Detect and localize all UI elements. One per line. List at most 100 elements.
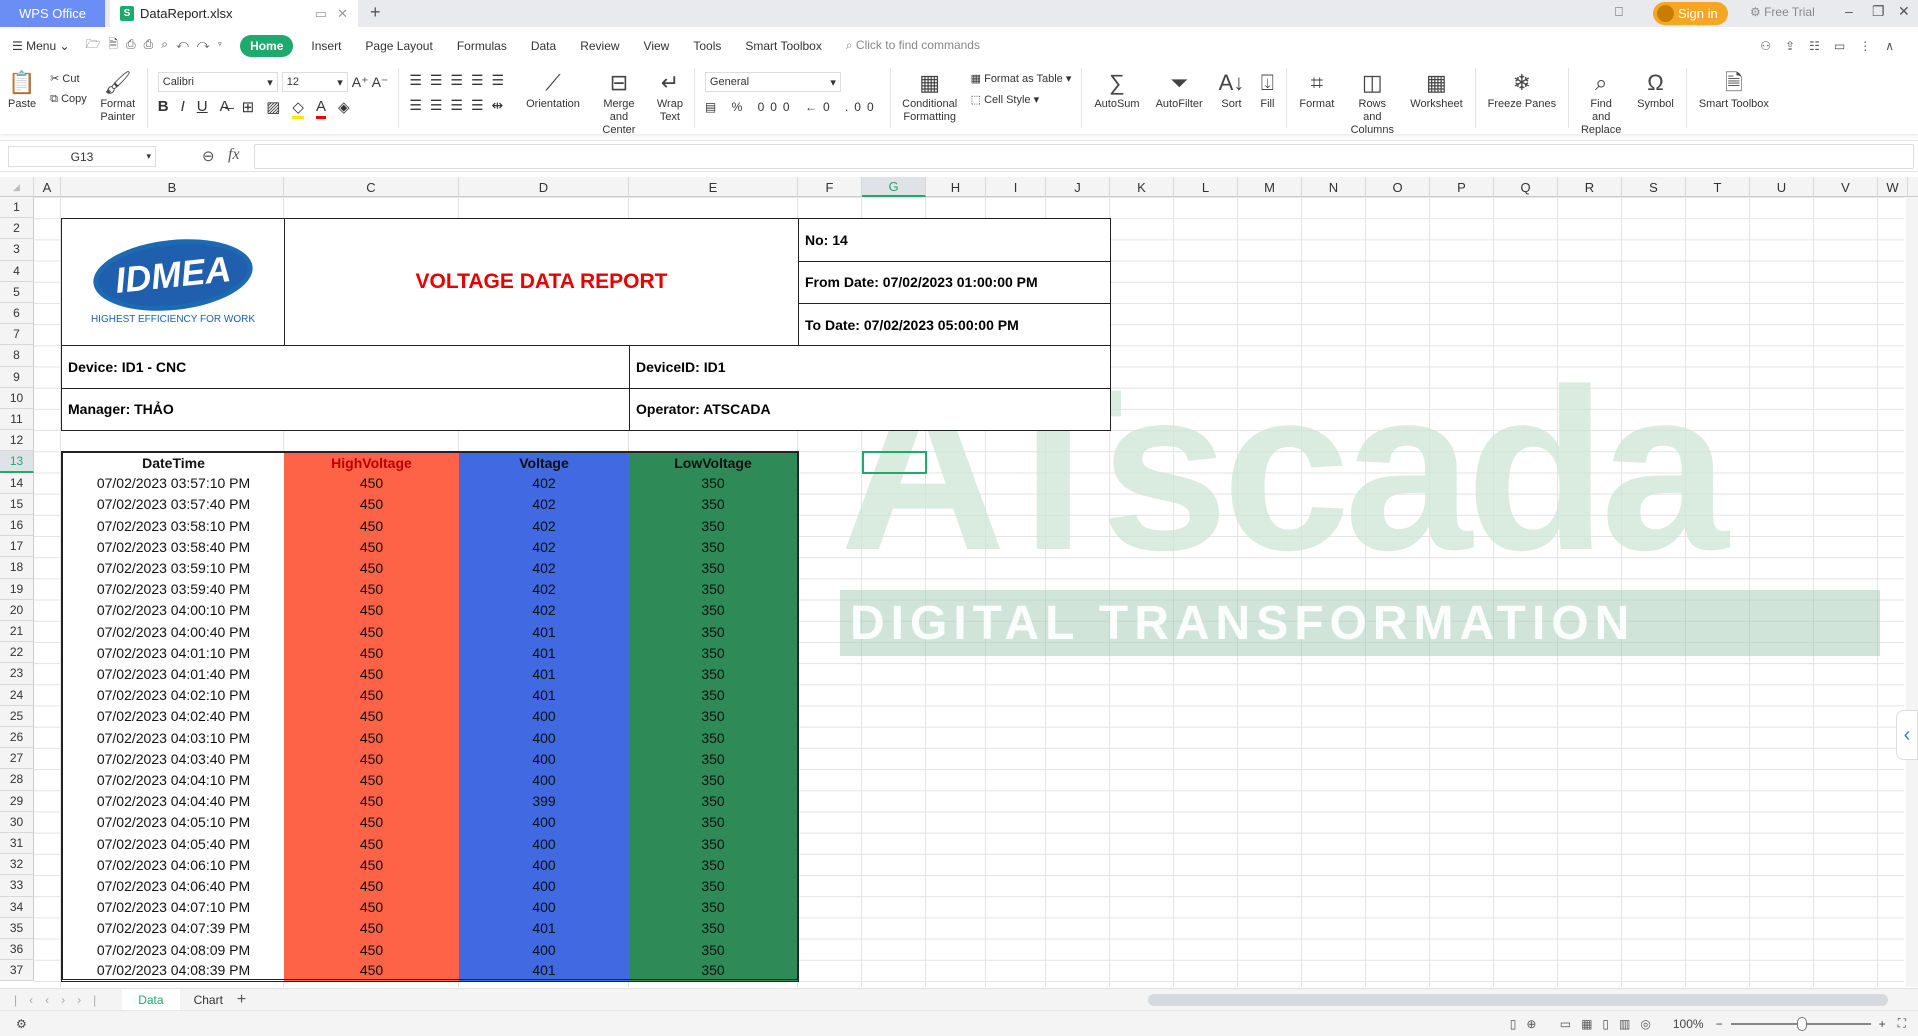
format-button[interactable]: ⌗ Format xyxy=(1299,70,1335,110)
column-header-F[interactable]: F xyxy=(798,177,862,197)
row-header-11[interactable]: 11 xyxy=(0,409,34,431)
sheet-tab-data[interactable]: Data xyxy=(122,988,180,1011)
orientation-button[interactable]: ⟋ Orientation xyxy=(526,70,580,110)
row-header-33[interactable]: 33 xyxy=(0,875,34,897)
worksheet-button[interactable]: ▦ Worksheet xyxy=(1410,70,1463,110)
row-header-16[interactable]: 16 xyxy=(0,515,34,537)
format-painter-button[interactable]: 🖌 Format Painter xyxy=(100,70,136,123)
row-header-6[interactable]: 6 xyxy=(0,303,34,325)
formula-input[interactable] xyxy=(254,144,1914,169)
row-header-25[interactable]: 25 xyxy=(0,705,34,727)
wps-office-tab[interactable]: WPS Office xyxy=(0,0,105,27)
row-header-34[interactable]: 34 xyxy=(0,896,34,918)
paste-button[interactable]: 📋 Paste xyxy=(8,70,37,110)
autofilter-button[interactable]: ⏷ AutoFilter xyxy=(1155,70,1203,110)
row-header-10[interactable]: 10 xyxy=(0,387,34,409)
row-header-23[interactable]: 23 xyxy=(0,663,34,685)
row-header-35[interactable]: 35 xyxy=(0,917,34,939)
column-header-M[interactable]: M xyxy=(1238,177,1302,197)
row-header-28[interactable]: 28 xyxy=(0,769,34,791)
freeze-panes-button[interactable]: ❄ Freeze Panes xyxy=(1487,70,1557,110)
zoom-slider-handle[interactable] xyxy=(1796,1016,1807,1031)
tab-home[interactable]: Home xyxy=(240,34,294,57)
column-header-P[interactable]: P xyxy=(1430,177,1494,197)
row-header-9[interactable]: 9 xyxy=(0,366,34,388)
format-as-table-button[interactable]: ▦ Format as Table ▾ xyxy=(970,73,1072,85)
font-size-increase-icon[interactable]: A⁺ A⁻ xyxy=(351,73,389,90)
rows-columns-button[interactable]: ◫ Rows and Columns xyxy=(1350,70,1394,136)
column-header-J[interactable]: J xyxy=(1046,177,1110,197)
new-tab-icon[interactable]: + xyxy=(370,2,381,22)
row-header-31[interactable]: 31 xyxy=(0,833,34,855)
row-header-18[interactable]: 18 xyxy=(0,557,34,579)
sheet-nav-arrows[interactable]: |‹‹››| xyxy=(14,992,109,1007)
symbol-button[interactable]: Ω Symbol xyxy=(1637,70,1674,110)
column-header-R[interactable]: R xyxy=(1558,177,1622,197)
menu-button[interactable]: ☰ Menu ⌄ xyxy=(12,38,70,53)
fx-icon[interactable]: fx xyxy=(228,146,240,163)
minimize-icon[interactable]: – xyxy=(1845,3,1853,19)
zoom-level[interactable]: 100% xyxy=(1672,1016,1704,1031)
row-header-21[interactable]: 21 xyxy=(0,621,34,643)
horizontal-scrollbar[interactable] xyxy=(1148,993,1888,1006)
column-header-D[interactable]: D xyxy=(459,177,629,197)
row-header-19[interactable]: 19 xyxy=(0,578,34,600)
alignment-buttons[interactable]: ☰☰☰☰☰ ☰☰☰☰⇹ xyxy=(409,72,513,113)
tab-tools[interactable]: Tools xyxy=(693,38,722,53)
column-header-S[interactable]: S xyxy=(1622,177,1686,197)
column-header-U[interactable]: U xyxy=(1750,177,1814,197)
side-panel-toggle[interactable]: ‹ xyxy=(1896,710,1918,760)
right-menu-icons[interactable]: ⚇⇪☷▭⋮∧ xyxy=(1760,38,1908,53)
row-header-4[interactable]: 4 xyxy=(0,260,34,282)
wrap-text-button[interactable]: ↵ Wrap Text xyxy=(656,70,683,123)
row-header-12[interactable]: 12 xyxy=(0,430,34,452)
macro-icon[interactable]: ⚙ xyxy=(16,1016,27,1031)
sort-button[interactable]: A↓ Sort xyxy=(1218,70,1245,110)
row-header-26[interactable]: 26 xyxy=(0,727,34,749)
close-tab-icon[interactable]: ✕ xyxy=(337,5,348,21)
number-format-select[interactable]: General ▾ xyxy=(704,72,841,92)
column-header-K[interactable]: K xyxy=(1110,177,1174,197)
row-header-32[interactable]: 32 xyxy=(0,854,34,876)
close-window-icon[interactable]: ✕ xyxy=(1898,3,1910,19)
row-header-36[interactable]: 36 xyxy=(0,939,34,961)
fill-button[interactable]: ⍗ Fill xyxy=(1260,70,1275,110)
window-layout-icon[interactable]: ⎕ xyxy=(1615,4,1623,19)
column-header-E[interactable]: E xyxy=(629,177,798,197)
cell-style-button[interactable]: ⬚ Cell Style ▾ xyxy=(970,94,1040,106)
row-header-5[interactable]: 5 xyxy=(0,281,34,303)
font-style-buttons[interactable]: B I U A̶ ⊞ ▨ ◇ A ◈ xyxy=(158,98,389,119)
command-search[interactable]: ⌕ Click to find commands xyxy=(845,38,980,52)
smart-toolbox-button[interactable]: 🗎 Smart Toolbox xyxy=(1698,70,1769,110)
fullscreen-icon[interactable]: ⛶ xyxy=(1897,1016,1906,1030)
row-header-20[interactable]: 20 xyxy=(0,599,34,621)
number-format-buttons[interactable]: ▤ % 000 ←0 .00 xyxy=(704,100,880,114)
tab-formulas[interactable]: Formulas xyxy=(456,38,507,53)
row-header-7[interactable]: 7 xyxy=(0,324,34,346)
sheet-tab-chart[interactable]: Chart xyxy=(193,992,223,1007)
row-header-14[interactable]: 14 xyxy=(0,472,34,494)
select-all-corner[interactable]: ◢ xyxy=(0,177,34,197)
file-tab[interactable]: S DataReport.xlsx ▭ ✕ xyxy=(110,0,358,27)
column-header-H[interactable]: H xyxy=(926,177,986,197)
row-header-3[interactable]: 3 xyxy=(0,239,34,261)
column-header-B[interactable]: B xyxy=(61,177,284,197)
tab-insert[interactable]: Insert xyxy=(311,38,342,53)
copy-button[interactable]: ⧉ Copy xyxy=(50,93,87,105)
zoom-formula-icon[interactable]: ⊖ xyxy=(202,148,215,165)
row-header-2[interactable]: 2 xyxy=(0,218,34,240)
tab-review[interactable]: Review xyxy=(580,38,620,53)
pin-icon[interactable]: ▭ xyxy=(314,5,328,21)
column-header-T[interactable]: T xyxy=(1686,177,1750,197)
row-header-37[interactable]: 37 xyxy=(0,960,34,982)
tab-smart-toolbox[interactable]: Smart Toolbox xyxy=(745,38,822,53)
free-trial-button[interactable]: ⚙ Free Trial xyxy=(1750,5,1815,19)
row-header-24[interactable]: 24 xyxy=(0,684,34,706)
column-header-G[interactable]: G xyxy=(862,177,926,197)
zoom-out-icon[interactable]: − xyxy=(1715,1016,1723,1031)
tab-page-layout[interactable]: Page Layout xyxy=(365,38,433,53)
column-header-V[interactable]: V xyxy=(1814,177,1878,197)
column-header-N[interactable]: N xyxy=(1302,177,1366,197)
column-header-O[interactable]: O xyxy=(1366,177,1430,197)
row-header-13[interactable]: 13 xyxy=(0,451,34,473)
